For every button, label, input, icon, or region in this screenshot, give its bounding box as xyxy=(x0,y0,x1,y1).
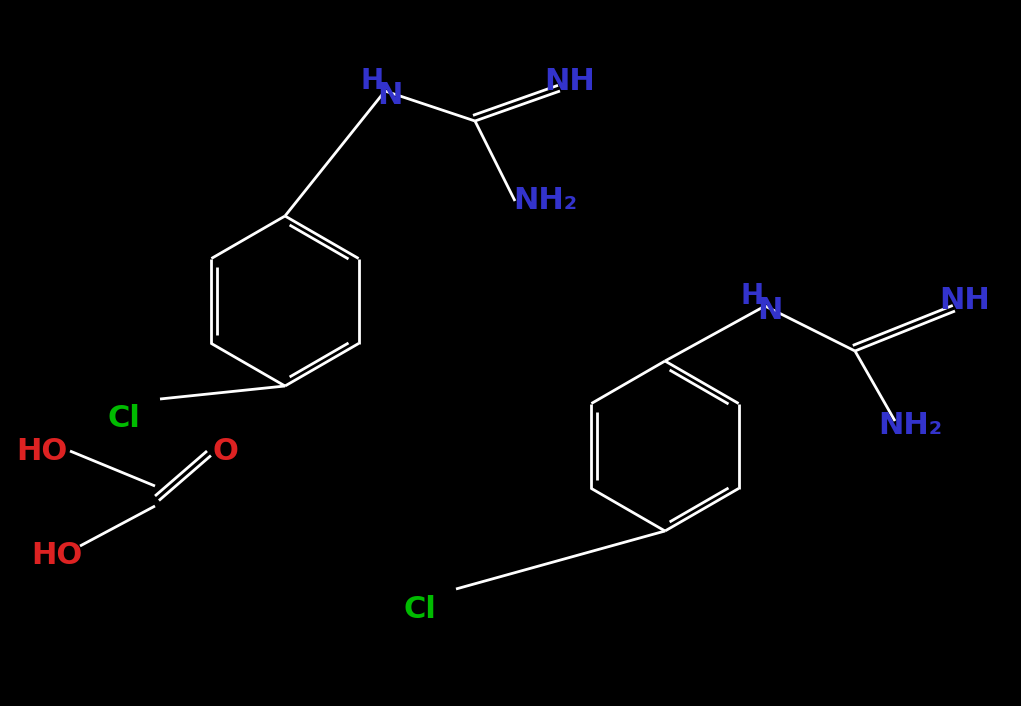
Text: H: H xyxy=(360,67,384,95)
Text: N: N xyxy=(378,81,402,111)
Text: Cl: Cl xyxy=(107,405,141,433)
Text: NH₂: NH₂ xyxy=(513,186,577,215)
Text: NH₂: NH₂ xyxy=(878,412,942,441)
Text: NH: NH xyxy=(939,287,990,316)
Text: N: N xyxy=(758,297,783,325)
Text: O: O xyxy=(212,436,238,465)
Text: H: H xyxy=(740,282,764,310)
Text: NH: NH xyxy=(544,66,595,95)
Text: HO: HO xyxy=(32,542,83,570)
Text: Cl: Cl xyxy=(403,594,436,623)
Text: HO: HO xyxy=(16,436,67,465)
